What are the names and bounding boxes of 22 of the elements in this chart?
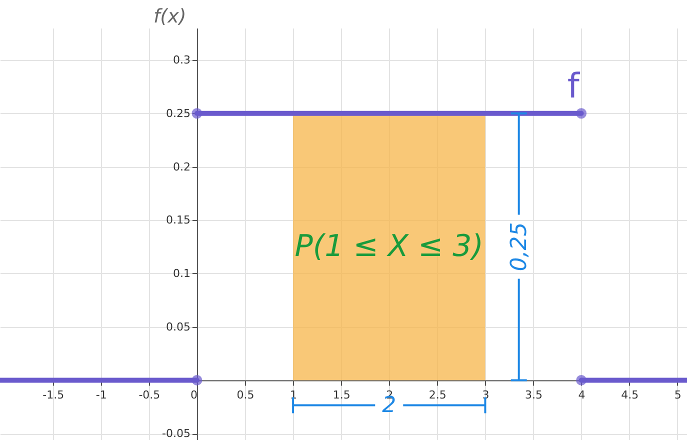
x-tick-label: -1	[96, 388, 107, 402]
y-tick-label: 0.15	[166, 214, 190, 227]
y-tick-label: 0.1	[172, 266, 190, 280]
y-tick-label: 0.25	[166, 106, 190, 120]
x-tick-label: 4.5	[621, 388, 639, 402]
annotation: P(1 ≤ X ≤ 3)	[294, 228, 484, 264]
x-tick-label: 3.5	[525, 388, 543, 402]
series-label: f	[567, 66, 580, 106]
x-tick-label: 4	[578, 388, 586, 402]
x-tick-label: 1.5	[332, 388, 350, 402]
y-tick-label: -0.05	[162, 427, 190, 440]
y-tick-label: 0.05	[166, 320, 190, 334]
y-axis-title: f(x)	[153, 6, 186, 28]
x-tick-label: -1.5	[42, 388, 64, 402]
x-tick-label: 0	[190, 388, 198, 402]
annotation: 0,25	[506, 222, 532, 272]
y-tick-label: 0.2	[172, 160, 190, 174]
y-tick-label: 0.3	[172, 54, 190, 67]
x-tick-label: 2.5	[428, 388, 446, 402]
x-tick-label: -0.5	[138, 388, 160, 402]
x-tick-label: 0.5	[236, 388, 254, 402]
x-tick-label: 5	[674, 388, 682, 402]
